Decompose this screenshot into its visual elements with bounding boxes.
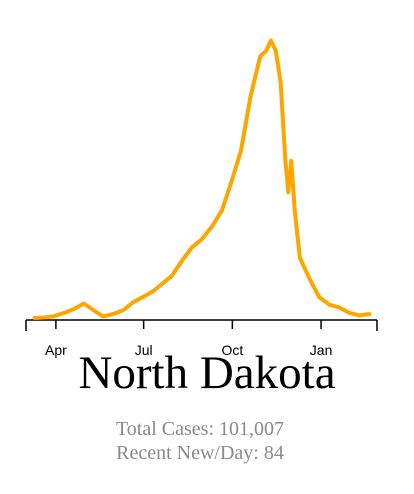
x-tick-label-jul: Jul (135, 342, 153, 358)
x-axis: Apr Jul Oct Jan (25, 319, 378, 358)
x-tick-label-oct: Oct (221, 342, 243, 358)
series-layer (32, 38, 372, 320)
x-tick-label-jan: Jan (310, 342, 333, 358)
recent-new-per-day-text: Recent New/Day: 84 (116, 442, 284, 464)
total-cases-text: Total Cases: 101,007 (115, 418, 285, 440)
series-line-0 (32, 38, 372, 320)
x-tick-label-apr: Apr (45, 342, 67, 358)
chart-title: North Dakota (78, 347, 336, 399)
